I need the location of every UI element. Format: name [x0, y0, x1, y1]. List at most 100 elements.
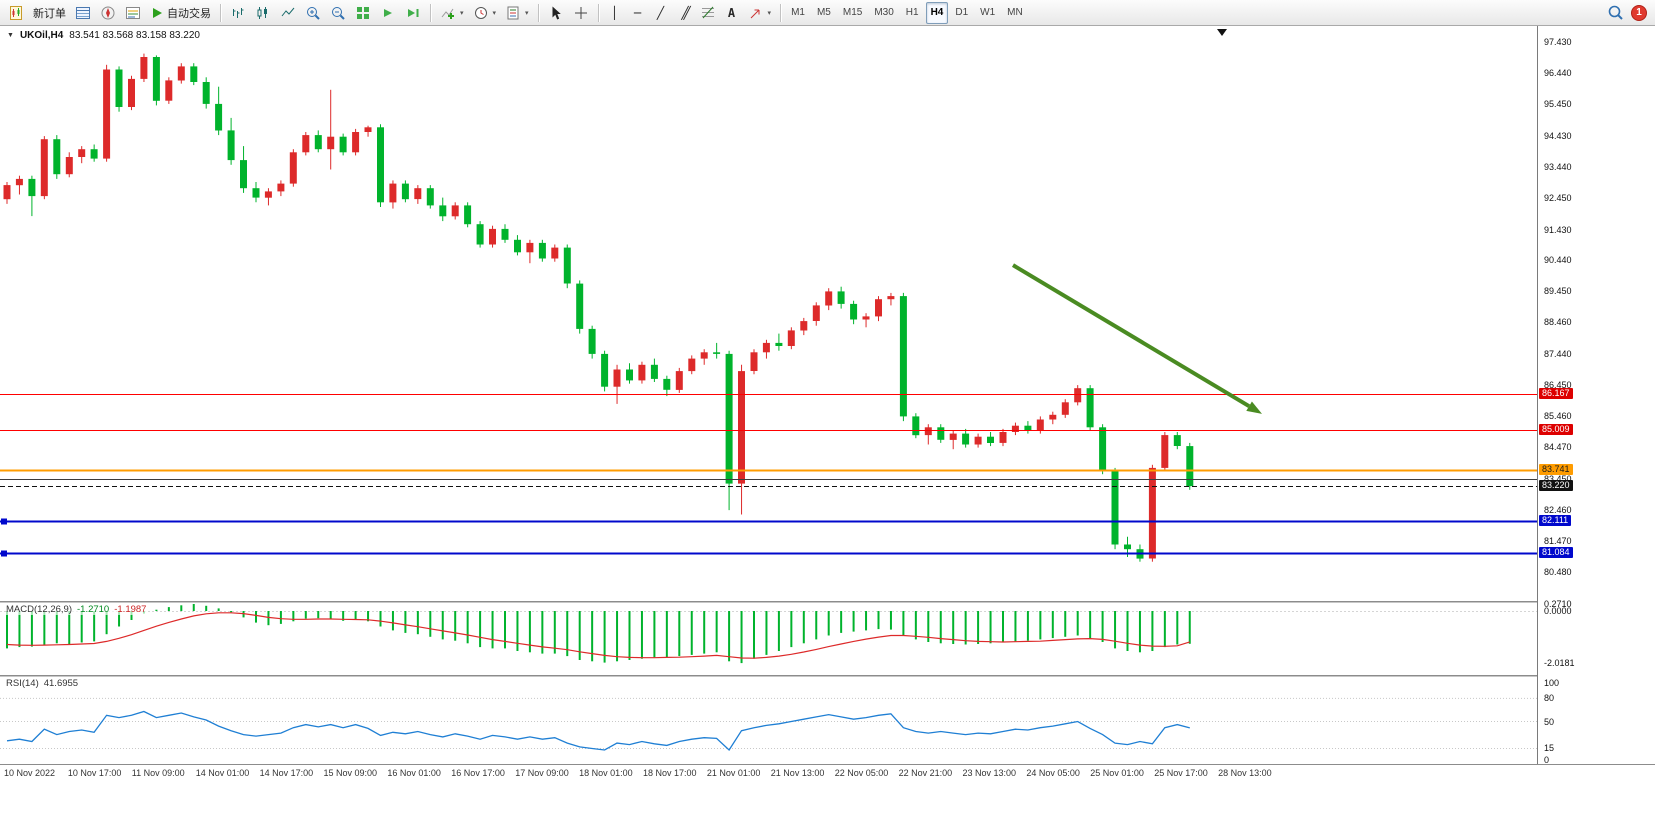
clock-icon [474, 6, 487, 19]
price-tick: 86.450 [1544, 380, 1572, 391]
line-chart-button[interactable] [276, 2, 300, 24]
time-tick: 22 Nov 21:00 [898, 768, 953, 778]
candle-up [526, 242, 534, 253]
chart-shift-marker-icon[interactable] [1217, 29, 1227, 36]
time-tick: 24 Nov 05:00 [1026, 768, 1080, 778]
horizontal-line-icon: ─ [633, 5, 642, 20]
tile-windows-button[interactable] [351, 2, 375, 24]
timeframe-button-w1[interactable]: W1 [975, 2, 1000, 24]
navigator-button[interactable] [96, 2, 120, 24]
candlestick-series [3, 53, 1194, 562]
periods-button[interactable]: ▾ [469, 2, 501, 24]
time-tick: 14 Nov 01:00 [195, 768, 250, 778]
candle-up [165, 80, 173, 101]
candle-down [962, 433, 970, 445]
price-axis[interactable]: 97.430 96.440 95.450 94.430 93.440 92.450 91.4… [1537, 26, 1655, 765]
cursor-button[interactable] [544, 2, 568, 24]
panel-resize-handle[interactable] [0, 601, 1655, 603]
macd-histogram [6, 604, 1191, 664]
candle-up [862, 316, 870, 320]
candle-down [115, 69, 123, 107]
price-tick: 96.440 [1544, 67, 1572, 78]
timeframe-button-m15[interactable]: M15 [838, 2, 867, 24]
vertical-line-tool-button[interactable]: │ [604, 2, 626, 24]
candle-down [576, 283, 584, 329]
notification-badge[interactable]: 1 [1631, 4, 1647, 21]
horizontal-line-tool-button[interactable]: ─ [627, 2, 649, 24]
panel-resize-handle[interactable] [0, 675, 1655, 677]
candle-up [264, 191, 272, 198]
candle-down [28, 178, 36, 197]
auto-trading-label: 自动交易 [167, 7, 211, 20]
trendline-tool-button[interactable]: ╱ [650, 2, 672, 24]
search-button[interactable] [1603, 2, 1628, 24]
time-axis[interactable]: 10 Nov 2022 10 Nov 17:00 11 Nov 09:00 14 No… [0, 764, 1655, 780]
candle-down [439, 205, 447, 217]
timeframe-button-m30[interactable]: M30 [869, 2, 898, 24]
candle-down [1111, 471, 1119, 545]
trend-arrow-head[interactable] [1246, 401, 1262, 414]
timeframe-button-h1[interactable]: H1 [901, 2, 924, 24]
line-handle[interactable] [1, 550, 7, 557]
timeframe-button-d1[interactable]: D1 [950, 2, 973, 24]
time-tick: 16 Nov 17:00 [451, 768, 505, 778]
price-tick: 82.460 [1544, 504, 1572, 515]
candle-up [800, 321, 808, 331]
candle-down [725, 353, 733, 484]
rsi-panel[interactable] [0, 677, 1537, 763]
market-watch-button[interactable] [71, 2, 95, 24]
main-chart-canvas[interactable] [0, 26, 1537, 601]
macd-label: MACD(12,26,9) -1.2710 -1.1987 [6, 604, 147, 615]
indicators-button[interactable]: ▾ [436, 2, 468, 24]
timeframe-button-h4[interactable]: H4 [925, 1, 949, 24]
chevron-down-icon: ▾ [460, 9, 464, 17]
new-order-button[interactable]: 新订单 [29, 2, 70, 24]
trendline-icon: ╱ [656, 5, 665, 20]
macd-signal-line [6, 612, 1190, 659]
auto-trading-button[interactable]: 自动交易 [146, 2, 215, 24]
terminal-button[interactable] [121, 2, 145, 24]
chevron-down-icon: ▾ [767, 9, 772, 17]
time-tick: 18 Nov 01:00 [579, 768, 633, 778]
toolbar-separator [537, 3, 539, 22]
chart-shift-button[interactable] [401, 2, 425, 24]
price-tag-81.084: 81.084 [1539, 546, 1573, 558]
fibonacci-tool-button[interactable] [696, 2, 720, 24]
candle-down [588, 328, 596, 354]
trend-arrow-line[interactable] [1011, 263, 1251, 408]
zoom-in-button[interactable] [301, 2, 325, 24]
rsi-value: 41.6955 [43, 678, 79, 689]
macd-panel[interactable] [0, 603, 1537, 675]
candlestick-chart-button[interactable] [251, 2, 275, 24]
candle-up [551, 247, 559, 259]
candle-up [1148, 467, 1156, 559]
time-tick: 11 Nov 09:00 [131, 768, 185, 778]
zoom-out-button[interactable] [326, 2, 350, 24]
timeframe-button-mn[interactable]: MN [1002, 2, 1028, 24]
candle-up [3, 185, 11, 200]
time-tick: 15 Nov 09:00 [323, 768, 378, 778]
candle-down [314, 135, 322, 150]
templates-button[interactable]: ▾ [501, 2, 533, 24]
bar-chart-button[interactable] [226, 2, 250, 24]
toolbar-separator [430, 3, 431, 22]
new-chart-button[interactable] [4, 2, 28, 24]
candle-up [277, 183, 285, 192]
candle-up [974, 436, 982, 445]
candle-up [451, 205, 459, 217]
auto-scroll-button[interactable] [376, 2, 400, 24]
line-handle[interactable] [1, 518, 7, 525]
channel-tool-button[interactable]: ╱╱ [673, 2, 695, 24]
candle-up [924, 427, 932, 436]
candle-up [887, 296, 895, 300]
price-tick: 91.430 [1544, 224, 1572, 235]
candle-up [65, 157, 73, 175]
timeframe-button-m5[interactable]: M5 [812, 2, 836, 24]
time-tick: 10 Nov 17:00 [67, 768, 122, 778]
crosshair-button[interactable] [569, 2, 593, 24]
arrows-tool-button[interactable]: ▾ [744, 2, 776, 24]
timeframe-button-m1[interactable]: M1 [786, 2, 810, 24]
price-tag-83.741: 83.741 [1539, 463, 1573, 475]
tile-windows-icon [357, 6, 369, 19]
text-tool-button[interactable]: A [721, 2, 743, 24]
